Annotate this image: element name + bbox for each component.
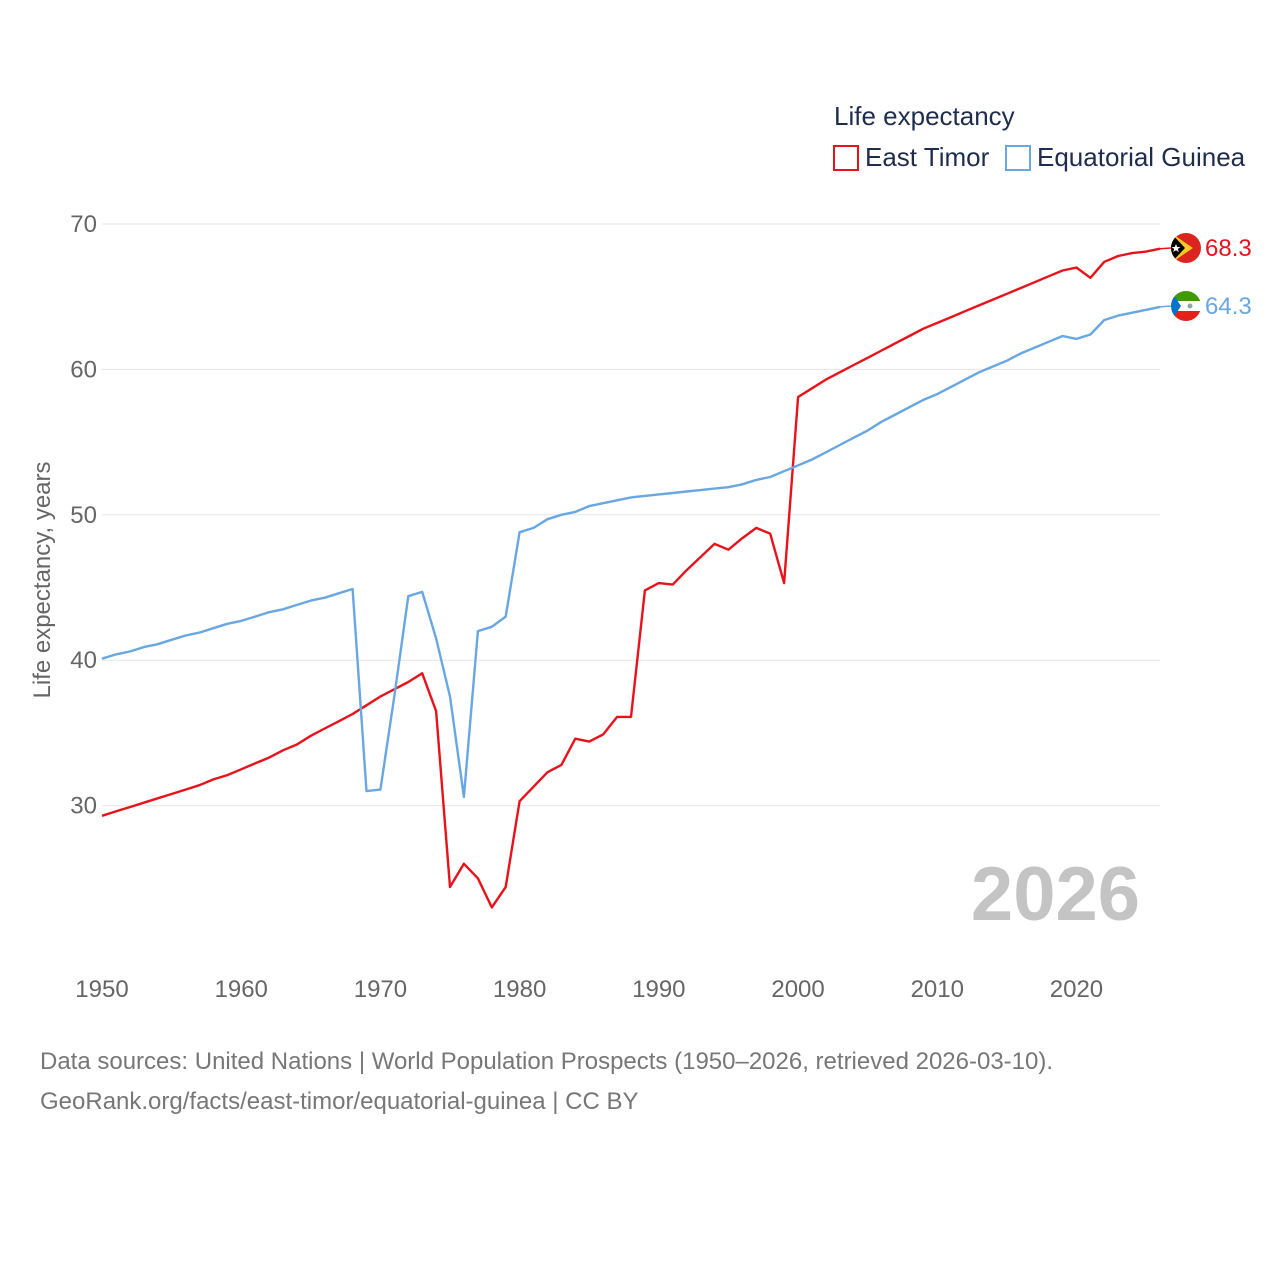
source-note: Data sources: United Nations | World Pop… xyxy=(40,1042,1053,1122)
y-axis-ticks: 30 40 50 60 70 xyxy=(70,211,97,820)
x-axis-ticks: 1950 1960 1970 1980 1990 2000 2010 2020 xyxy=(75,976,1103,1003)
x-tick-label: 2020 xyxy=(1050,976,1103,1003)
line-chart: 30 40 50 60 70 1950 1960 1970 1980 1990 2000 2010 2… xyxy=(29,101,1252,1003)
legend-swatch-equatorial-guinea xyxy=(1005,145,1031,171)
y-tick-label: 70 xyxy=(70,211,97,238)
end-labels: 68.3 64.3 xyxy=(1159,235,1252,320)
end-value-label-equatorial-guinea: 64.3 xyxy=(1205,293,1252,320)
x-tick-label: 1960 xyxy=(215,976,268,1003)
x-tick-label: 2000 xyxy=(771,976,824,1003)
legend-item-east-timor[interactable]: East Timor xyxy=(833,142,990,172)
gridlines xyxy=(102,223,1160,807)
series-lines xyxy=(101,247,1161,909)
legend: Life expectancy East Timor Equatorial Gu… xyxy=(833,101,1246,172)
y-tick-label: 50 xyxy=(70,502,97,529)
x-tick-label: 1980 xyxy=(493,976,546,1003)
y-axis-label: Life expectancy, years xyxy=(29,461,56,698)
series-line-equatorial-guinea xyxy=(101,305,1161,799)
source-line-data: Data sources: United Nations | World Pop… xyxy=(40,1048,1054,1075)
legend-label-equatorial-guinea: Equatorial Guinea xyxy=(1037,142,1246,172)
y-tick-label: 30 xyxy=(70,793,97,820)
y-tick-label: 60 xyxy=(70,356,97,383)
end-value-label-east-timor: 68.3 xyxy=(1205,235,1252,262)
legend-swatch-east-timor xyxy=(833,145,859,171)
source-line-link[interactable]: GeoRank.org/facts/east-timor/equatorial-… xyxy=(40,1088,639,1115)
flag-east-timor-icon xyxy=(1171,233,1201,263)
legend-item-equatorial-guinea[interactable]: Equatorial Guinea xyxy=(1005,142,1246,172)
x-tick-label: 1970 xyxy=(354,976,407,1003)
x-tick-label: 1990 xyxy=(632,976,685,1003)
year-label: 2026 xyxy=(971,852,1140,937)
legend-label-east-timor: East Timor xyxy=(865,142,990,172)
x-tick-label: 2010 xyxy=(911,976,964,1003)
end-connector-east-timor xyxy=(1159,247,1172,250)
y-tick-label: 40 xyxy=(70,647,97,674)
series-line-east-timor xyxy=(101,247,1161,909)
x-tick-label: 1950 xyxy=(75,976,128,1003)
legend-title: Life expectancy xyxy=(834,101,1015,131)
end-connector-equatorial-guinea xyxy=(1159,305,1172,308)
flag-equatorial-guinea-icon xyxy=(1171,291,1201,321)
